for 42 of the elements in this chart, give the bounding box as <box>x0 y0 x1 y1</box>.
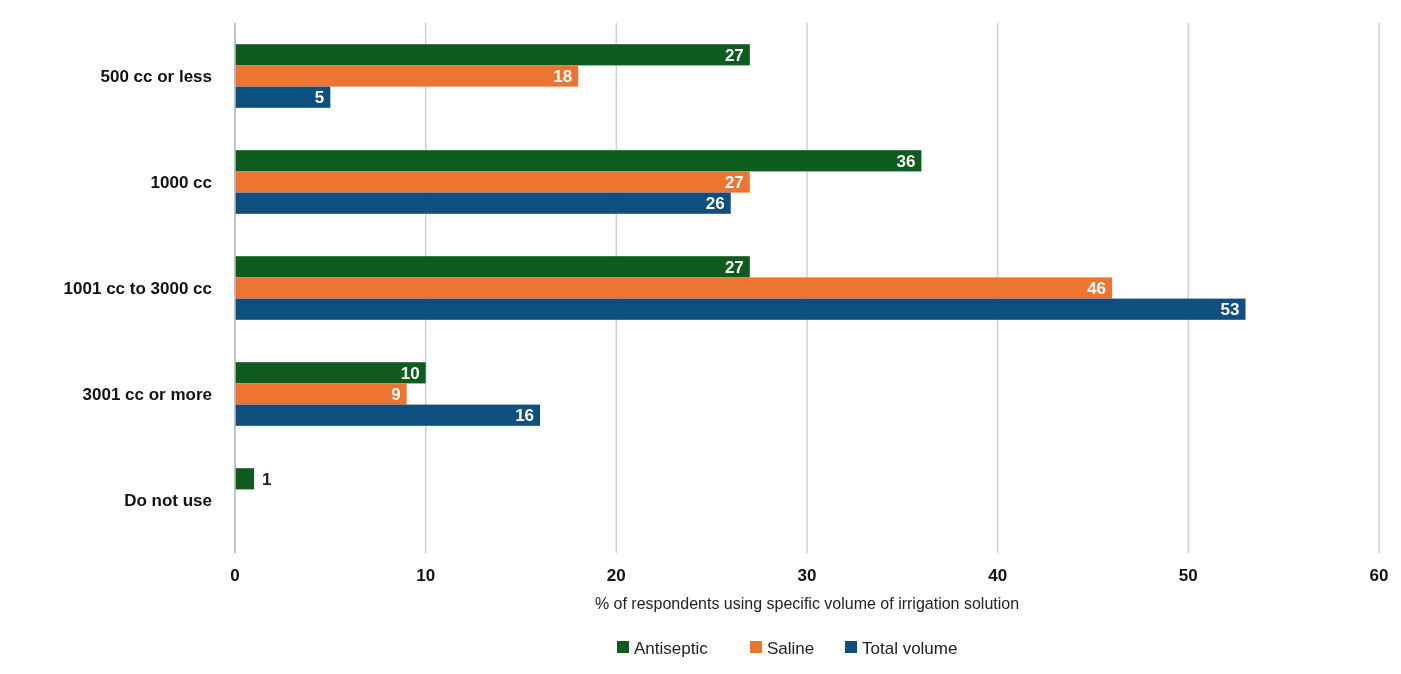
bar <box>235 362 426 384</box>
bar <box>235 277 1113 299</box>
data-label: 1 <box>262 469 272 489</box>
y-tick-label: 3001 cc or more <box>82 384 212 404</box>
data-label: 26 <box>705 194 725 214</box>
y-tick-label: 1000 cc <box>150 172 212 192</box>
y-tick-label: 500 cc or less <box>100 66 212 86</box>
bar <box>235 404 541 426</box>
x-axis-title: % of respondents using specific volume of irrigation solution <box>594 595 1020 612</box>
y-tick-label: 1001 cc to 3000 cc <box>63 278 212 298</box>
legend-label: Saline <box>767 638 815 658</box>
data-label: 27 <box>724 172 744 192</box>
x-tick-label: 50 <box>1178 566 1198 585</box>
data-label: 36 <box>896 151 916 171</box>
x-tick-label: 40 <box>988 566 1008 585</box>
x-tick-label: 30 <box>797 566 817 585</box>
data-label: 27 <box>724 45 744 65</box>
bar <box>235 383 407 405</box>
data-label: 46 <box>1087 278 1107 298</box>
data-label: 16 <box>515 406 535 426</box>
bar <box>235 171 750 193</box>
bar <box>235 256 750 278</box>
data-label: 18 <box>553 66 573 86</box>
x-tick-label: 10 <box>416 566 436 585</box>
y-tick-label: Do not use <box>124 490 212 510</box>
bar <box>235 86 331 108</box>
bar <box>235 192 731 214</box>
x-tick-label: 60 <box>1369 566 1389 585</box>
legend-label: Total volume <box>862 638 958 658</box>
data-label: 10 <box>400 363 420 383</box>
x-tick-label: 20 <box>606 566 626 585</box>
data-label: 53 <box>1220 300 1240 320</box>
data-label: 5 <box>314 88 325 108</box>
bar <box>235 65 579 87</box>
bar <box>235 298 1246 320</box>
bar <box>235 468 255 490</box>
bar <box>235 44 750 66</box>
legend-label: Antiseptic <box>634 638 709 658</box>
data-label: 9 <box>391 384 401 404</box>
x-tick-label: 0 <box>230 566 240 585</box>
data-label: 27 <box>724 257 744 277</box>
bar <box>235 150 922 172</box>
